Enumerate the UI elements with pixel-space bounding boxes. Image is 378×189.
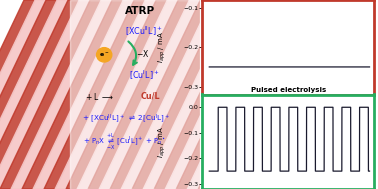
Polygon shape [265,0,366,189]
Polygon shape [33,0,134,189]
Polygon shape [330,0,378,189]
Text: e$^-$: e$^-$ [99,51,109,59]
Polygon shape [231,0,333,189]
Circle shape [96,48,112,62]
Polygon shape [132,0,233,189]
Polygon shape [0,0,90,189]
Text: [XCu$^{\rm II}$L]$^+$: [XCu$^{\rm II}$L]$^+$ [125,25,163,38]
Polygon shape [308,0,378,189]
Polygon shape [99,0,200,189]
Polygon shape [44,0,145,189]
Polygon shape [342,0,378,189]
Text: Cu/L: Cu/L [141,92,160,101]
Polygon shape [0,0,79,189]
Polygon shape [77,0,178,189]
Text: $-$X: $-$X [136,48,149,59]
Polygon shape [22,0,123,189]
Polygon shape [110,0,211,189]
Polygon shape [375,0,378,189]
FancyArrowPatch shape [129,41,137,65]
Text: [Cu$^{\rm I}$L]$^+$: [Cu$^{\rm I}$L]$^+$ [129,69,160,82]
Polygon shape [55,0,156,189]
Polygon shape [165,0,266,189]
Text: + P$_{\rm n}$X $\underset{-{\rm X}}{\overset{+{\rm L}}{\rightleftharpoons}}$ [Cu: + P$_{\rm n}$X $\underset{-{\rm X}}{\ove… [83,131,166,152]
Text: + L $\longrightarrow$: + L $\longrightarrow$ [85,91,115,102]
Polygon shape [364,0,378,189]
Polygon shape [143,0,245,189]
Polygon shape [242,0,344,189]
Polygon shape [0,0,68,189]
Y-axis label: $I_{app}$ / mA: $I_{app}$ / mA [156,126,168,158]
Polygon shape [66,0,167,189]
Text: + [XCu$^{\rm II}$L]$^+$ $\rightleftharpoons$ 2[Cu$^{\rm I}$L]$^+$: + [XCu$^{\rm II}$L]$^+$ $\rightleftharpo… [82,113,170,125]
Polygon shape [209,0,311,189]
Polygon shape [253,0,355,189]
Polygon shape [297,0,378,189]
Polygon shape [0,0,35,189]
Polygon shape [11,0,112,189]
X-axis label: $t$ / s: $t$ / s [281,104,296,115]
Text: ATRP: ATRP [125,6,155,16]
Polygon shape [319,0,378,189]
Title: Pulsed electrolysis: Pulsed electrolysis [251,87,326,93]
Polygon shape [154,0,256,189]
Polygon shape [88,0,189,189]
Polygon shape [121,0,222,189]
Polygon shape [0,0,46,189]
Polygon shape [0,0,57,189]
Polygon shape [187,0,288,189]
Polygon shape [198,0,299,189]
Polygon shape [353,0,378,189]
Bar [70,0,200,189]
Polygon shape [287,0,378,189]
Polygon shape [176,0,277,189]
Polygon shape [220,0,322,189]
Polygon shape [0,0,101,189]
Polygon shape [276,0,376,189]
Y-axis label: $I_{app}$ / mA: $I_{app}$ / mA [156,31,168,63]
